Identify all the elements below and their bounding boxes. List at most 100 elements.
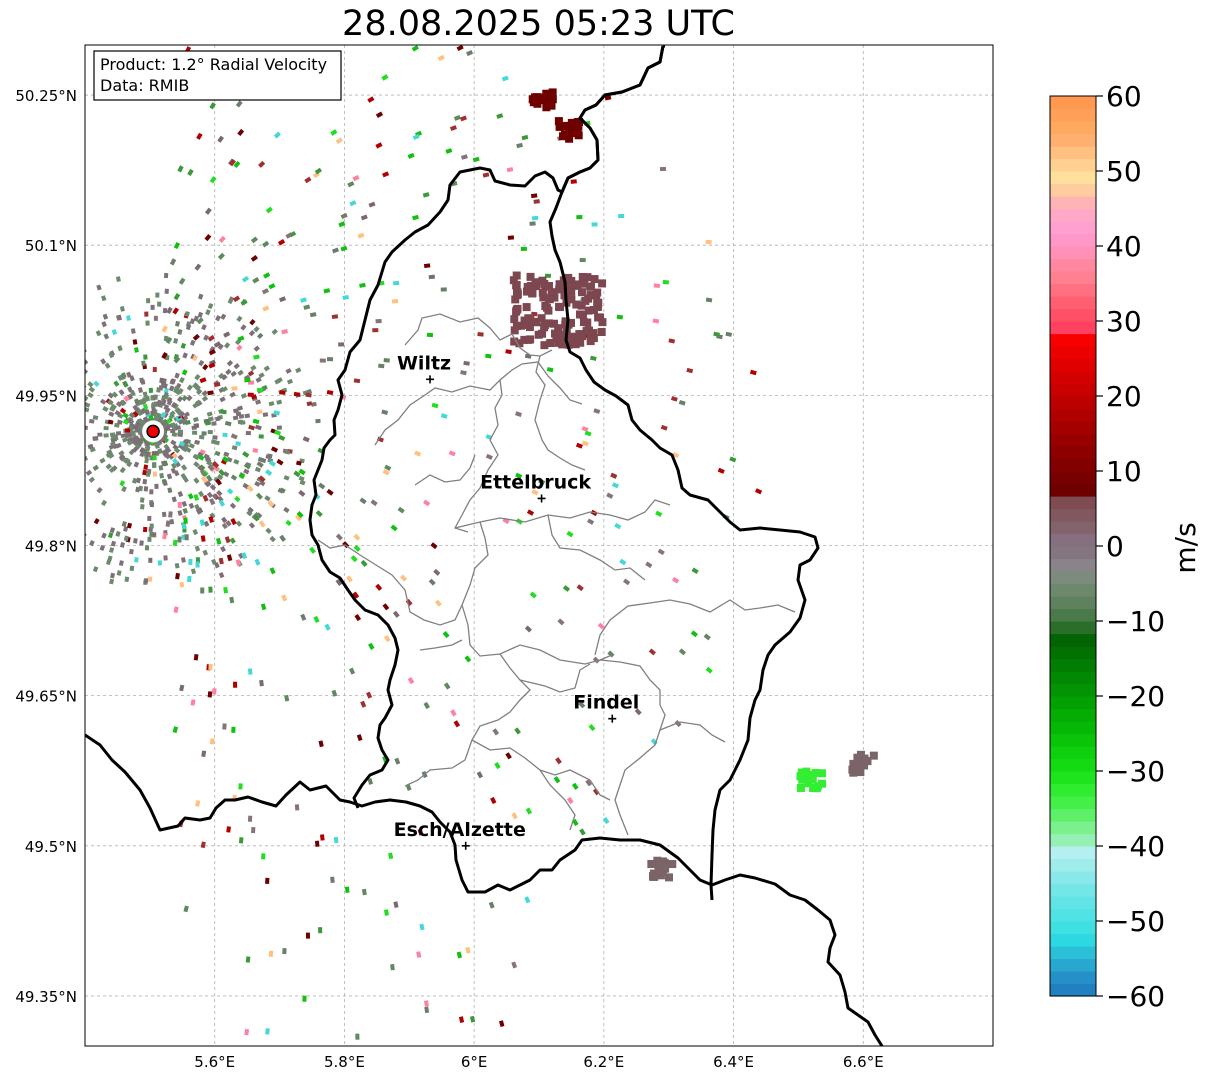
echo-pixel: [99, 544, 106, 552]
echo-pixel: [74, 512, 80, 518]
echo-pixel: [55, 495, 61, 501]
echo-pixel: [135, 477, 142, 484]
echo-pixel: [180, 557, 186, 563]
colorbar-segment: [1050, 608, 1096, 622]
echo-pixel: [250, 254, 258, 262]
echo-pixel: [271, 328, 278, 336]
echo-pixel: [25, 363, 31, 369]
echo-pixel: [46, 456, 52, 461]
echo-pixel: [218, 469, 226, 477]
echo-cluster-pixel: [546, 339, 555, 348]
echo-pixel: [204, 420, 211, 426]
echo-pixel: [318, 927, 323, 934]
echo-pixel: [538, 478, 546, 485]
echo-pixel: [96, 486, 103, 494]
echo-pixel: [201, 476, 208, 484]
echo-pixel: [262, 305, 270, 312]
echo-pixel: [88, 386, 96, 393]
echo-cluster-pixel: [577, 288, 586, 297]
echo-pixel: [247, 506, 254, 514]
echo-pixel: [262, 240, 270, 248]
echo-pixel: [204, 207, 212, 215]
echo-pixel: [70, 528, 76, 534]
echo-pixel: [218, 235, 226, 244]
echo-pixel: [163, 272, 169, 279]
echo-pixel: [496, 113, 504, 119]
echo-pixel: [170, 439, 177, 446]
echo-cluster-pixel: [664, 873, 673, 882]
echo-pixel: [181, 500, 188, 508]
echo-pixel: [25, 426, 30, 430]
echo-pixel: [258, 475, 266, 483]
echo-pixel: [63, 430, 68, 434]
echo-pixel: [166, 399, 173, 406]
echo-pixel: [145, 320, 150, 326]
city-marker[interactable]: [537, 494, 546, 503]
echo-pixel: [145, 445, 151, 452]
lon-tick-label: 5.6°E: [194, 1053, 235, 1071]
colorbar-segment: [1050, 683, 1096, 697]
echo-pixel: [198, 293, 204, 300]
radar-site-marker[interactable]: [146, 424, 160, 439]
echo-pixel: [46, 436, 51, 440]
echo-cluster-pixel: [539, 293, 548, 302]
echo-pixel: [182, 523, 187, 530]
echo-pixel: [119, 306, 125, 312]
echo-pixel: [355, 1033, 360, 1040]
echo-pixel: [220, 545, 226, 553]
echo-pixel: [20, 479, 26, 485]
echo-pixel: [77, 482, 83, 488]
echo-pixel: [226, 826, 231, 833]
echo-pixel: [229, 502, 237, 509]
echo-pixel: [223, 331, 231, 338]
echo-pixel: [165, 336, 173, 345]
echo-pixel: [124, 433, 131, 439]
colorbar-segment: [1050, 896, 1096, 910]
echo-cluster-pixel: [522, 287, 531, 296]
city-marker[interactable]: [608, 714, 617, 723]
echo-pixel: [331, 689, 338, 697]
echo-pixel: [357, 232, 365, 239]
echo-pixel: [220, 409, 227, 415]
echo-pixel: [152, 366, 157, 373]
echo-cluster-pixel: [542, 89, 551, 98]
echo-pixel: [87, 443, 94, 450]
echo-pixel: [47, 409, 53, 414]
echo-pixel: [193, 493, 200, 501]
echo-pixel: [130, 328, 136, 334]
colorbar-segment: [1050, 108, 1096, 122]
echo-pixel: [188, 558, 193, 565]
echo-pixel: [579, 828, 586, 836]
echo-pixel: [248, 522, 256, 529]
echo-pixel: [352, 591, 360, 599]
echo-pixel: [383, 634, 391, 643]
echo-pixel: [361, 888, 367, 896]
echo-pixel: [154, 443, 160, 449]
echo-pixel: [182, 507, 188, 514]
echo-pixel: [123, 395, 130, 402]
luxembourg-western-border: [308, 45, 665, 809]
echo-pixel: [240, 299, 248, 306]
echo-pixel: [42, 424, 47, 428]
echo-pixel: [193, 461, 200, 468]
echo-cluster-pixel: [526, 272, 535, 281]
echo-pixel: [276, 399, 283, 405]
echo-pixel: [300, 613, 307, 621]
city-marker[interactable]: [461, 841, 470, 850]
echo-pixel: [211, 421, 217, 426]
city-marker[interactable]: [426, 375, 435, 384]
echo-pixel: [157, 560, 163, 566]
echo-pixel: [36, 319, 42, 325]
city-label: Findel: [573, 692, 639, 714]
echo-pixel: [282, 947, 287, 955]
echo-pixel: [163, 393, 170, 400]
echo-pixel: [73, 507, 79, 513]
echo-cluster-pixel: [532, 282, 541, 291]
echo-pixel: [200, 535, 206, 542]
echo-pixel: [78, 414, 84, 419]
echo-cluster-pixel: [551, 329, 560, 338]
echo-pixel: [150, 395, 155, 401]
colorbar-segment: [1050, 796, 1096, 810]
echo-pixel: [168, 453, 175, 460]
echo-cluster-pixel: [555, 303, 564, 312]
